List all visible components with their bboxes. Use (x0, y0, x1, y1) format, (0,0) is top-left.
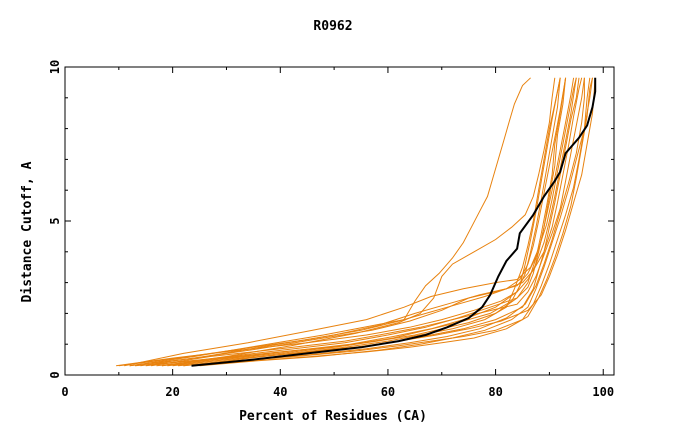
highlight-series-line (191, 77, 597, 367)
series-group (116, 77, 596, 367)
y-tick-labels: 0 5 10 (48, 60, 62, 379)
y-tick-label: 10 (48, 60, 62, 74)
x-axis-label: Percent of Residues (CA) (239, 409, 427, 424)
series-line-model-11 (167, 77, 596, 367)
series-line-model-15 (134, 77, 561, 367)
chart-title: R0962 (313, 19, 352, 34)
y-axis-label: Distance Cutoff, A (20, 161, 35, 302)
series-line-model-13 (199, 77, 593, 367)
x-tick-label: 20 (165, 385, 179, 399)
series-line-model-17 (161, 77, 556, 367)
x-tick-label: 40 (273, 385, 287, 399)
series-line-model-16 (156, 77, 561, 367)
series-line-model-12 (145, 77, 567, 367)
tick-marks (64, 66, 614, 376)
series-line-model-7 (124, 77, 577, 367)
x-tick-label: 100 (592, 385, 614, 399)
series-line-model-8 (151, 77, 585, 367)
y-tick-label: 0 (48, 371, 62, 378)
series-line-model-4 (116, 77, 577, 367)
series-line-model-19 (118, 77, 567, 367)
series-line-model-18 (129, 77, 531, 367)
series-line-model-2 (161, 77, 567, 367)
series-line-model-1 (183, 77, 561, 367)
y-tick-label: 5 (48, 217, 62, 224)
x-tick-label: 60 (381, 385, 395, 399)
x-tick-labels: 0 20 40 60 80 100 (61, 385, 614, 399)
series-line-model-14 (183, 77, 585, 367)
highlight-series-group (191, 77, 597, 367)
x-tick-label: 0 (61, 385, 68, 399)
plot-frame (64, 66, 615, 376)
series-line-model-5 (129, 77, 575, 367)
x-tick-label: 80 (488, 385, 502, 399)
